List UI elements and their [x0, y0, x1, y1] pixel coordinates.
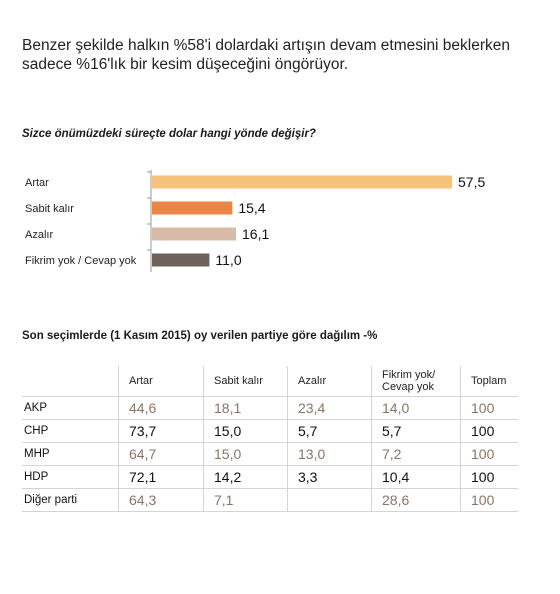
- header-sabit: Sabit kalır: [203, 366, 288, 397]
- table-row: AKP 44,6 18,1 23,4 14,0 100: [22, 396, 518, 420]
- bar-category-label: Sabit kalır: [25, 203, 74, 215]
- intro-line-2: sadece %16'lık bir kesim düşeceğini öngö…: [22, 56, 349, 73]
- table-cell: 14,2: [203, 465, 288, 489]
- party-name: HDP: [22, 465, 119, 489]
- table-cell: 23,4: [287, 396, 372, 420]
- party-name: MHP: [22, 442, 119, 466]
- table-cell: 100: [460, 419, 518, 443]
- table-cell: 72,1: [118, 465, 204, 489]
- table-cell: 5,7: [371, 419, 461, 443]
- table-cell: 28,6: [371, 488, 461, 512]
- table-cell: 15,0: [203, 419, 288, 443]
- chart-title: Sizce önümüzdeki süreçte dolar hangi yön…: [22, 128, 316, 140]
- table-cell: 100: [460, 442, 518, 466]
- bar-category-label: Artar: [25, 177, 49, 189]
- table-cell: 7,2: [371, 442, 461, 466]
- bar-value-label: 11,0: [215, 252, 241, 268]
- table-cell: 18,1: [203, 396, 288, 420]
- bar-category-label: Azalır: [25, 229, 53, 241]
- table-cell: 10,4: [371, 465, 461, 489]
- bar-chart: Artar 57,5 Sabit kalır 15,4 Azalır 16,1 Fikrim…: [25, 170, 485, 272]
- table-cell: 44,6: [118, 396, 204, 420]
- table-cell: 64,7: [118, 442, 204, 466]
- table-cell: 15,0: [203, 442, 288, 466]
- bar-value-label: 16,1: [242, 226, 269, 242]
- table-row: Diğer parti 64,3 7,1 28,6 100: [22, 488, 518, 512]
- intro-line-1: Benzer şekilde halkın %58'i dolardaki ar…: [22, 37, 511, 54]
- table-title: Son seçimlerde (1 Kasım 2015) oy verilen…: [22, 330, 378, 342]
- table-cell: 7,1: [203, 488, 288, 512]
- table-row: HDP 72,1 14,2 3,3 10,4 100: [22, 465, 518, 489]
- party-name: CHP: [22, 419, 119, 443]
- table-row: MHP 64,7 15,0 13,0 7,2 100: [22, 442, 518, 466]
- table-cell: 5,7: [287, 419, 372, 443]
- bar-value-label: 57,5: [458, 174, 485, 190]
- bar: [152, 175, 452, 189]
- table-cell: 73,7: [118, 419, 204, 443]
- bar: [152, 253, 210, 267]
- bar: [152, 201, 233, 215]
- party-name: Diğer parti: [22, 488, 119, 512]
- table-cell: 100: [460, 488, 518, 512]
- table-cell: [287, 488, 372, 512]
- table-cell: 3,3: [287, 465, 372, 489]
- table-cell: 100: [460, 396, 518, 420]
- bar-category-label: Fikrim yok / Cevap yok: [25, 255, 137, 267]
- table-cell: 64,3: [118, 488, 204, 512]
- header-azalir: Azalır: [287, 366, 372, 397]
- bar: [152, 227, 236, 241]
- header-artar: Artar: [118, 366, 204, 397]
- bar-value-label: 15,4: [238, 200, 265, 216]
- table-cell: 14,0: [371, 396, 461, 420]
- header-toplam: Toplam: [460, 366, 518, 397]
- table-header-row: Artar Sabit kalır Azalır Fikrim yok/ Cev…: [22, 366, 518, 397]
- header-party: [22, 366, 119, 397]
- table-cell: 13,0: [287, 442, 372, 466]
- intro-text: Benzer şekilde halkın %58'i dolardaki ar…: [22, 36, 522, 74]
- table-row: CHP 73,7 15,0 5,7 5,7 100: [22, 419, 518, 443]
- table-cell: 100: [460, 465, 518, 489]
- results-table: Artar Sabit kalır Azalır Fikrim yok/ Cev…: [22, 366, 518, 512]
- header-fikrim-yok: Fikrim yok/ Cevap yok: [371, 366, 461, 397]
- party-name: AKP: [22, 396, 119, 420]
